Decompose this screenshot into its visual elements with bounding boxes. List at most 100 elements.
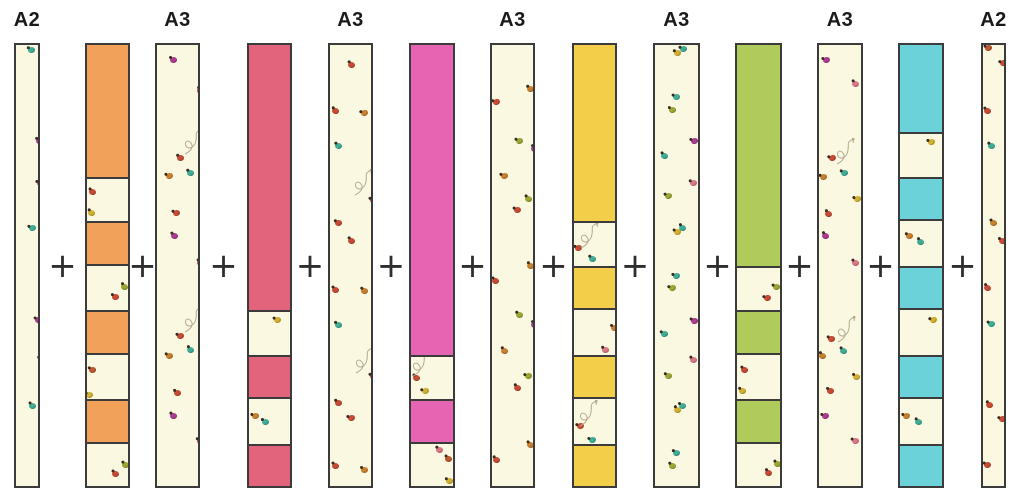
insect-head [667, 106, 671, 110]
insect-head [989, 218, 993, 222]
insect-head [169, 411, 173, 415]
insect-head [87, 208, 92, 212]
treatment-segment-cyan [900, 45, 942, 134]
insect-dot-red [331, 105, 340, 115]
insect-dot-pink [435, 445, 444, 454]
insect-head [27, 224, 31, 229]
insect-head [169, 55, 173, 59]
insect-head [773, 459, 777, 463]
insect-dot-red [740, 365, 749, 374]
insect-head [512, 206, 516, 210]
insect-head [689, 355, 693, 359]
insect-head [983, 282, 988, 287]
bar-label-host-a3-1: A3 [164, 9, 191, 31]
insect-head [587, 436, 591, 441]
plus-sign: + [295, 246, 325, 286]
insect-head [678, 45, 682, 50]
insect-head [358, 109, 363, 114]
insect-dot-orange [164, 172, 174, 180]
insect-dot-pink [688, 179, 698, 187]
insect-head [819, 173, 822, 178]
insect-dot-yellow [672, 228, 682, 236]
insect-head [761, 294, 766, 299]
flight-trail-squiggle-icon [837, 316, 856, 343]
insect-dot-olive [522, 372, 533, 380]
insect-head [983, 45, 987, 48]
insect-dot-olive [666, 283, 677, 293]
treatment-segment-cyan [900, 443, 942, 486]
bar-label-host-a3-4: A3 [663, 9, 690, 31]
insect-dot-red [333, 219, 343, 227]
insect-head [492, 276, 495, 280]
insect-head [660, 151, 664, 155]
insect-head [35, 136, 38, 140]
treatment-segment-magenta [411, 45, 453, 357]
insect-head [663, 192, 667, 196]
insect-head [331, 105, 336, 110]
insect-dot-orange [164, 352, 174, 360]
insect-head [659, 330, 663, 334]
insect-head [111, 469, 115, 473]
insect-head [515, 310, 519, 314]
insect-head [186, 168, 190, 172]
insect-head [851, 79, 855, 83]
insect-head [997, 237, 1001, 241]
insect-head [28, 401, 32, 405]
insect-head [914, 417, 918, 421]
insect-head [672, 49, 676, 53]
insect-head [164, 172, 168, 177]
insect-head [851, 195, 856, 200]
insect-head [334, 141, 338, 145]
insect-head [826, 154, 831, 159]
insect-head [983, 106, 987, 110]
insect-dot-red [997, 58, 1004, 68]
insect-head [444, 454, 448, 458]
insect-dot-red [826, 386, 835, 395]
insect-dot-purple [821, 230, 830, 240]
insect-dot-yellow [444, 477, 453, 485]
insect-head [444, 477, 448, 481]
insect-dot-teal [914, 417, 923, 426]
insect-head [985, 399, 990, 404]
bar-treatment-cyan [898, 43, 944, 488]
bar-label-host-a3-3: A3 [499, 9, 526, 31]
insect-dot-pink [851, 258, 860, 267]
insect-head [851, 258, 855, 262]
insect-head [526, 440, 530, 444]
treatment-segment-yellow [574, 443, 615, 486]
insect-head [986, 320, 990, 324]
insect-head [360, 465, 364, 469]
insect-head [689, 317, 693, 321]
insect-dot-red [331, 285, 340, 294]
insect-head [272, 316, 276, 320]
insect-dot-red [512, 206, 522, 214]
treatment-segment-orange [87, 399, 128, 444]
insect-dot-teal [839, 346, 848, 355]
insect-head [522, 372, 527, 377]
insect-head [331, 461, 335, 465]
bar-treatment-green [735, 43, 782, 488]
treatment-segment-cyan [900, 176, 942, 221]
insect-head [250, 412, 254, 417]
insect-head [334, 398, 338, 402]
insect-dot-yellow [851, 195, 861, 203]
insect-dot-pink [689, 355, 698, 364]
insect-dot-red [88, 187, 97, 196]
insect-dot-orange [499, 172, 509, 180]
insect-head [673, 404, 678, 409]
bar-label-host-a3-2: A3 [337, 9, 364, 31]
insect-head [88, 187, 92, 191]
flight-trail-squiggle-icon [836, 138, 855, 165]
bar-host-a2-right [981, 43, 1006, 488]
plus-sign: + [620, 246, 650, 286]
insect-head [826, 335, 830, 339]
insect-dot-orange [526, 84, 533, 93]
insect-dot-olive [668, 461, 677, 470]
insect-dot-olive [773, 459, 780, 468]
insect-dot-teal [588, 254, 597, 263]
flight-trail-squiggle-icon [354, 169, 371, 196]
treatment-segment-cyan [900, 265, 942, 310]
insect-dot-teal [987, 141, 996, 150]
insect-head [819, 350, 823, 355]
insect-head [499, 172, 503, 177]
